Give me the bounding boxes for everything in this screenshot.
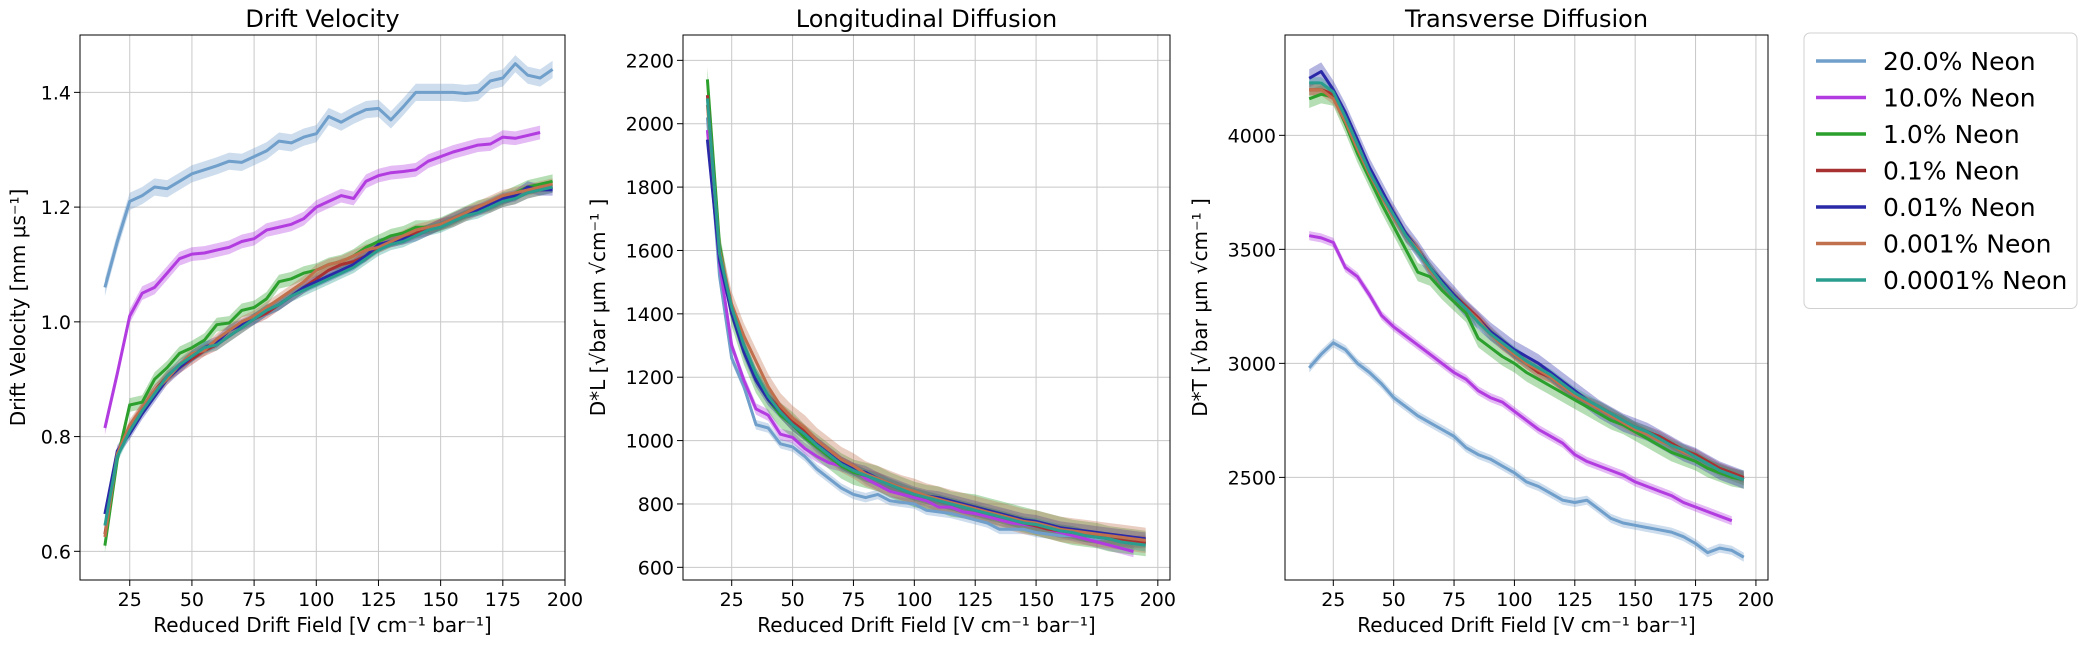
y-tick-label: 0.8 — [41, 427, 71, 449]
uncertainty-band — [1309, 84, 1744, 486]
legend-label: 10.0% Neon — [1883, 84, 2036, 113]
legend-label: 0.1% Neon — [1883, 157, 2020, 186]
x-tick-label: 175 — [1677, 589, 1713, 611]
x-tick-label: 75 — [841, 589, 865, 611]
x-axis-label: Reduced Drift Field [V cm⁻¹ bar⁻¹] — [153, 613, 491, 637]
series-line — [103, 62, 554, 288]
x-tick-label: 50 — [180, 589, 204, 611]
plot-frame — [79, 34, 566, 581]
chart-title: Transverse Diffusion — [1404, 5, 1648, 33]
uncertainty-band — [707, 124, 1134, 558]
uncertainty-band — [104, 181, 553, 540]
series-line — [1308, 92, 1745, 482]
chart-title: Drift Velocity — [245, 5, 399, 33]
series-line — [705, 104, 1146, 542]
y-tick-label: 1600 — [626, 240, 674, 262]
x-tick-label: 25 — [118, 589, 142, 611]
uncertainty-band — [1309, 85, 1744, 489]
legend-label: 0.01% Neon — [1883, 193, 2036, 222]
uncertainty-band — [707, 66, 1146, 557]
series-line — [705, 79, 1146, 546]
series-group — [103, 55, 554, 553]
plot-frame — [1284, 34, 1769, 581]
x-tick-label: 100 — [298, 589, 334, 611]
y-tick-label: 3500 — [1228, 239, 1276, 261]
series-line — [1309, 81, 1745, 482]
series-line — [705, 98, 1146, 547]
x-tick-label: 50 — [1382, 589, 1406, 611]
uncertainty-band — [1309, 338, 1744, 562]
legend-box — [1803, 32, 2078, 309]
y-tick-label: 0.6 — [41, 541, 71, 563]
y-tick-label: 4000 — [1228, 125, 1276, 147]
x-tick-label: 100 — [896, 589, 932, 611]
y-tick-label: 600 — [638, 557, 674, 579]
drift-velocity-panel: 25 50 75 100 125 150 175 200 0.6 0.8 1.0 1.2 1.4 Drif… — [6, 5, 583, 637]
x-tick-label: 125 — [360, 589, 396, 611]
series-line — [1308, 341, 1745, 559]
x-tick-label: 75 — [242, 589, 266, 611]
uncertainty-band — [707, 133, 1146, 546]
legend-label: 20.0% Neon — [1883, 47, 2036, 76]
uncertainty-band — [707, 88, 1146, 549]
y-tick-label: 1.0 — [41, 312, 71, 334]
plot-frame — [682, 34, 1171, 581]
series-line — [103, 185, 553, 515]
x-tick-label: 125 — [1557, 589, 1593, 611]
series-group — [1308, 62, 1745, 562]
y-tick-label: 2200 — [626, 50, 674, 72]
legend-label: 1.0% Neon — [1883, 120, 2020, 149]
y-axis-label: D*T [√bar μm √cm⁻¹ ] — [1188, 198, 1212, 417]
uncertainty-band — [707, 112, 1146, 547]
y-axis-label: Drift Velocity [mm μs⁻¹] — [6, 189, 30, 427]
y-tick-label: 1.2 — [41, 197, 71, 219]
x-tick-label: 150 — [423, 589, 459, 611]
x-tick-label: 100 — [1496, 589, 1532, 611]
x-tick-label: 175 — [1079, 589, 1115, 611]
uncertainty-band — [707, 92, 1146, 552]
y-tick-label: 1.4 — [41, 82, 71, 104]
uncertainty-band — [104, 55, 553, 296]
y-tick-label: 1800 — [626, 177, 674, 199]
x-tick-label: 200 — [1738, 589, 1774, 611]
x-tick-label: 200 — [547, 589, 583, 611]
y-tick-label: 1400 — [626, 304, 674, 326]
series-line — [1308, 234, 1733, 523]
y-tick-label: 1200 — [626, 367, 674, 389]
y-tick-label: 2500 — [1228, 467, 1276, 489]
x-tick-label: 150 — [1617, 589, 1653, 611]
chart-title: Longitudinal Diffusion — [796, 5, 1057, 33]
longitudinal-diffusion-panel: 25 50 75 100 125 150 175 200 600 800 1000 1200 1400 1… — [586, 5, 1176, 637]
y-axis-label: D*L [√bar μm √cm⁻¹ ] — [586, 199, 610, 417]
x-axis-label: Reduced Drift Field [V cm⁻¹ bar⁻¹] — [757, 613, 1095, 637]
x-tick-label: 175 — [485, 589, 521, 611]
series-group — [705, 66, 1146, 558]
x-tick-label: 75 — [1442, 589, 1466, 611]
series-line — [103, 179, 553, 546]
x-axis-label: Reduced Drift Field [V cm⁻¹ bar⁻¹] — [1357, 613, 1695, 637]
series-line — [705, 139, 1146, 541]
x-tick-label: 125 — [957, 589, 993, 611]
y-tick-label: 3000 — [1228, 353, 1276, 375]
y-tick-label: 800 — [638, 494, 674, 516]
transverse-diffusion-panel: 25 50 75 100 125 150 175 200 2500 3000 3500 4000 Tra… — [1188, 5, 1774, 637]
series-line — [705, 129, 1134, 553]
legend: 20.0% Neon 10.0% Neon 1.0% Neon 0.1% Neon 0.… — [1803, 32, 2078, 309]
legend-label: 0.001% Neon — [1883, 230, 2052, 259]
x-tick-label: 25 — [1321, 589, 1345, 611]
y-tick-label: 1000 — [626, 431, 674, 453]
x-tick-label: 150 — [1018, 589, 1054, 611]
legend-label: 0.0001% Neon — [1883, 266, 2067, 295]
series-line — [103, 131, 541, 429]
series-line — [705, 95, 1146, 544]
y-tick-label: 2000 — [626, 114, 674, 136]
x-tick-label: 200 — [1140, 589, 1176, 611]
x-tick-label: 25 — [720, 589, 744, 611]
series-line — [705, 117, 1146, 544]
x-tick-label: 50 — [780, 589, 804, 611]
series-line — [103, 185, 553, 526]
uncertainty-band — [104, 181, 553, 520]
uncertainty-band — [707, 92, 1146, 554]
